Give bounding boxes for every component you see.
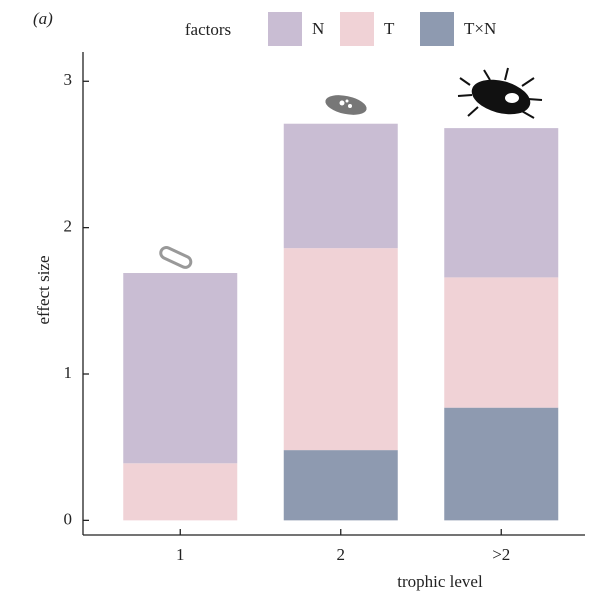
legend-label: N [312, 19, 324, 38]
page: {"chart_data": {"type": "stacked-bar", "… [0, 0, 616, 595]
legend-swatch [268, 12, 302, 46]
legend-title: factors [185, 20, 231, 39]
bar-segment [284, 248, 398, 450]
bar-segment [123, 273, 237, 463]
icon-protist [324, 92, 369, 118]
chart: (a) factors trophic level effect size 0 1… [0, 0, 616, 595]
y-tick-label: 3 [64, 70, 73, 89]
bar-segment [284, 124, 398, 248]
x-axis-label: trophic level [397, 572, 483, 591]
bar-segment [284, 450, 398, 520]
panel-label: (a) [33, 9, 53, 28]
bar-segment [444, 277, 558, 407]
legend-label: T×N [464, 19, 496, 38]
bar-segment [444, 408, 558, 521]
y-axis-label: effect size [34, 255, 53, 324]
y-tick-label: 0 [64, 509, 73, 528]
bar-segment [123, 463, 237, 520]
legend-swatch [340, 12, 374, 46]
x-tick-label: 1 [176, 545, 185, 564]
icon-bacterium [159, 246, 193, 269]
legend-label: T [384, 19, 395, 38]
y-tick-label: 2 [64, 217, 73, 236]
x-tick-label: 2 [337, 545, 346, 564]
x-tick-label: >2 [492, 545, 510, 564]
icon-predator [458, 68, 542, 120]
legend-swatch [420, 12, 454, 46]
bar-segment [444, 128, 558, 277]
y-tick-label: 1 [64, 363, 73, 382]
